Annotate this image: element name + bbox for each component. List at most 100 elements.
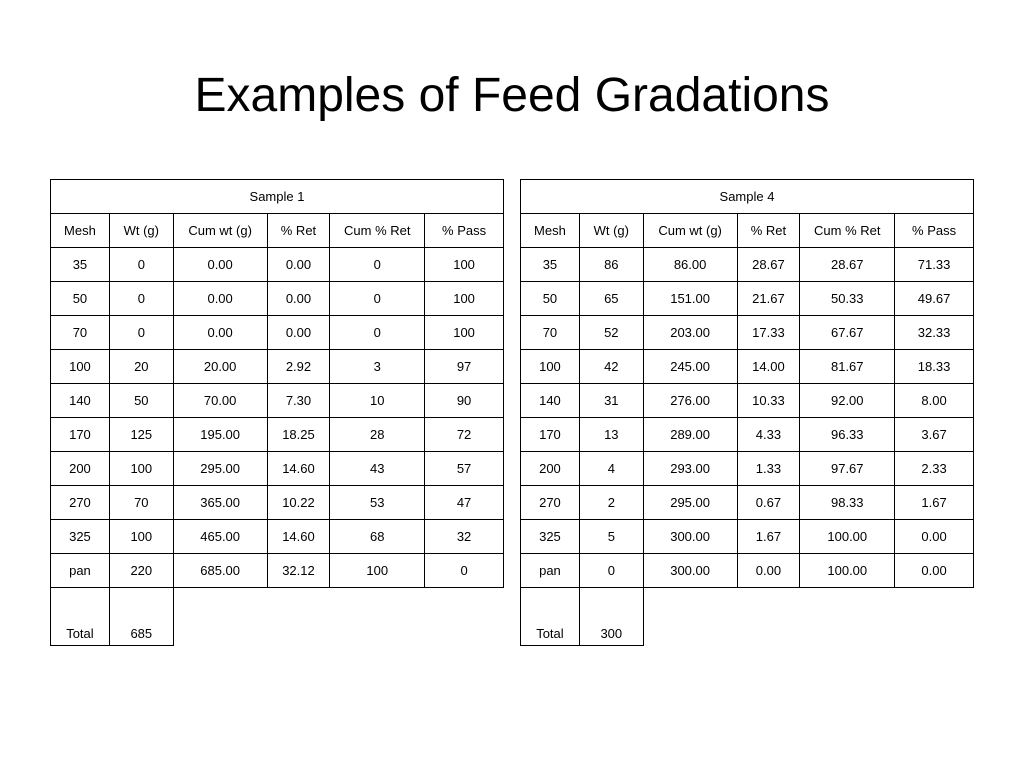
table-cell: 43 <box>329 451 426 486</box>
table-cell: 90 <box>424 383 504 418</box>
sample-1-table: Sample 1 Mesh Wt (g) Cum wt (g)% Ret Cum % R… <box>50 179 504 646</box>
table-cell: 0 <box>424 553 504 588</box>
table-cell: 8.00 <box>894 383 974 418</box>
table-cell: 72 <box>424 417 504 452</box>
table-cell: 21.67 <box>736 281 801 316</box>
column-header: Wt (g) <box>108 213 174 248</box>
table-cell: 5 <box>578 519 644 554</box>
table-cell: 47 <box>424 485 504 520</box>
table-cell: 1.33 <box>736 451 801 486</box>
table-row: 270 2 295.00 0.67 98.33 1.67 <box>520 485 974 520</box>
empty-cell <box>643 588 973 646</box>
table-cell: 0.00 <box>172 281 268 316</box>
table-cell: 35 <box>520 247 580 282</box>
table-cell: 220 <box>108 553 174 588</box>
table-cell: 70 <box>520 315 580 350</box>
table-cell: 0.00 <box>172 315 268 350</box>
table-cell: 100 <box>108 519 174 554</box>
table-cell: 685.00 <box>172 553 268 588</box>
table-cell: 68 <box>329 519 426 554</box>
table-cell: 365.00 <box>172 485 268 520</box>
table-cell: 32.12 <box>266 553 331 588</box>
table-row: 35 86 86.00 28.67 28.67 71.33 <box>520 247 974 282</box>
table-cell: 97.67 <box>799 451 896 486</box>
table-cell: 32.33 <box>894 315 974 350</box>
table-cell: 325 <box>50 519 110 554</box>
table-cell: 200 <box>50 451 110 486</box>
table-cell: 270 <box>50 485 110 520</box>
table-row: pan 0 300.00 0.00 100.00 0.00 <box>520 553 974 588</box>
column-header: Cum % Ret <box>329 213 426 248</box>
table-cell: 0 <box>108 281 174 316</box>
table-cell: 97 <box>424 349 504 384</box>
table-cell: 0.67 <box>736 485 801 520</box>
table-cell: 31 <box>578 383 644 418</box>
table-cell: 96.33 <box>799 417 896 452</box>
table-cell: 0.00 <box>894 553 974 588</box>
table-cell: 20.00 <box>172 349 268 384</box>
table-cell: 32 <box>424 519 504 554</box>
table-cell: 3.67 <box>894 417 974 452</box>
table-cell: 100.00 <box>799 553 896 588</box>
table-cell: pan <box>50 553 110 588</box>
table-cell: 295.00 <box>642 485 738 520</box>
table-cell: 125 <box>108 417 174 452</box>
table-cell: 18.25 <box>266 417 331 452</box>
table-row: 140 31 276.00 10.33 92.00 8.00 <box>520 383 974 418</box>
table-cell: 81.67 <box>799 349 896 384</box>
empty-cell <box>173 588 503 646</box>
table-cell: 70 <box>50 315 110 350</box>
table-cell: 2 <box>578 485 644 520</box>
table-cell: 4 <box>578 451 644 486</box>
table-header-row: Mesh Wt (g) Cum wt (g)% Ret Cum % Ret% Pass <box>50 213 504 248</box>
table-cell: 170 <box>520 417 580 452</box>
table-cell: 52 <box>578 315 644 350</box>
column-header: Mesh <box>520 213 580 248</box>
table-cell: 195.00 <box>172 417 268 452</box>
table-cell: 295.00 <box>172 451 268 486</box>
table-cell: 300.00 <box>642 519 738 554</box>
table-cell: 42 <box>578 349 644 384</box>
table-cell: 289.00 <box>642 417 738 452</box>
table-cell: 203.00 <box>642 315 738 350</box>
column-header: % Pass <box>424 213 504 248</box>
table-cell: 28 <box>329 417 426 452</box>
total-row: Total 300 <box>520 587 974 646</box>
table-cell: 70.00 <box>172 383 268 418</box>
total-value: 685 <box>108 587 174 646</box>
table-cell: 65 <box>578 281 644 316</box>
table-cell: 270 <box>520 485 580 520</box>
total-row: Total 685 <box>50 587 504 646</box>
table-cell: 50.33 <box>799 281 896 316</box>
table-cell: 92.00 <box>799 383 896 418</box>
table-cell: 71.33 <box>894 247 974 282</box>
table-cell: 100.00 <box>799 519 896 554</box>
table-cell: 86 <box>578 247 644 282</box>
table-row: 325 5 300.00 1.67 100.00 0.00 <box>520 519 974 554</box>
table-cell: 67.67 <box>799 315 896 350</box>
table-cell: 100 <box>424 247 504 282</box>
table-cell: 1.67 <box>894 485 974 520</box>
table-cell: 300.00 <box>642 553 738 588</box>
table-cell: 98.33 <box>799 485 896 520</box>
table-header-row: Mesh Wt (g) Cum wt (g)% Ret Cum % Ret% Pass <box>520 213 974 248</box>
table-cell: 7.30 <box>266 383 331 418</box>
column-header: % Ret <box>266 213 331 248</box>
table-row: 200 100 295.00 14.60 43 57 <box>50 451 504 486</box>
table-row: pan 220 685.00 32.12 100 0 <box>50 553 504 588</box>
table-cell: 100 <box>424 281 504 316</box>
table-cell: 0.00 <box>894 519 974 554</box>
table-cell: 1.67 <box>736 519 801 554</box>
table-cell: 14.60 <box>266 519 331 554</box>
column-header: Cum wt (g) <box>172 213 268 248</box>
table-row: 35 0 0.00 0.00 0 100 <box>50 247 504 282</box>
table-row: 70 0 0.00 0.00 0 100 <box>50 315 504 350</box>
table-cell: 151.00 <box>642 281 738 316</box>
table-cell: 2.92 <box>266 349 331 384</box>
table-cell: 140 <box>50 383 110 418</box>
table-row: 170 13 289.00 4.33 96.33 3.67 <box>520 417 974 452</box>
table-cell: 13 <box>578 417 644 452</box>
table-row: 170 125 195.00 18.25 28 72 <box>50 417 504 452</box>
table-cell: 465.00 <box>172 519 268 554</box>
table-cell: 100 <box>520 349 580 384</box>
